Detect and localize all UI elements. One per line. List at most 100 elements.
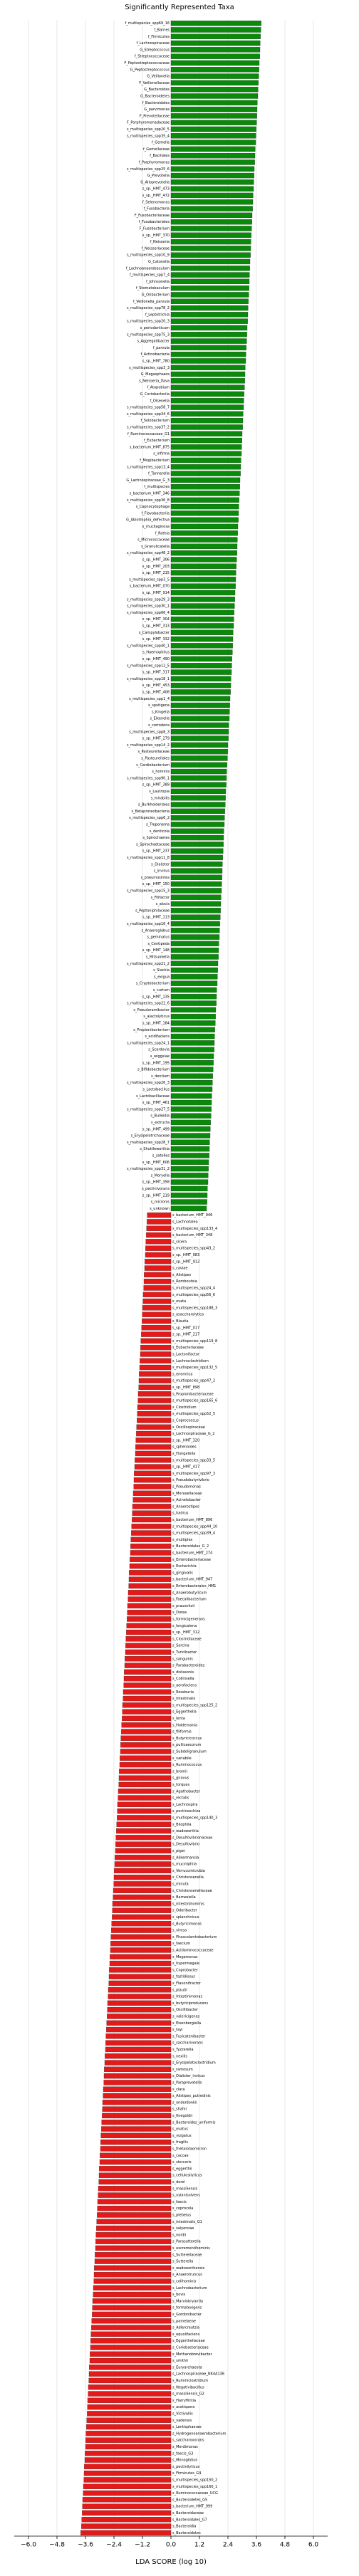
x-tick-label: 4.8 xyxy=(280,2542,291,2549)
taxon-label: s_Lactobacillaceae xyxy=(136,1094,170,1099)
taxon-label: s_nordii xyxy=(172,2233,186,2237)
bar xyxy=(112,1914,172,1920)
taxon-label: s_excrementihominis xyxy=(172,2246,210,2251)
taxon-label: s_equolifaciens xyxy=(172,2332,200,2337)
taxon-label: f_Ruminococcaceae_G1 xyxy=(128,432,170,436)
taxon-label: s_Spirochaetes xyxy=(142,836,170,840)
bar xyxy=(101,2120,172,2125)
bar xyxy=(170,577,236,582)
bar xyxy=(143,1278,172,1284)
bar xyxy=(170,1020,216,1026)
taxon-label: s_multispecies_spp21_2 xyxy=(127,962,170,966)
bar xyxy=(135,1438,172,1443)
taxon-label: s_Monoglobus xyxy=(172,2459,198,2463)
bar xyxy=(170,1153,209,1158)
taxon-label: s_Lactobacillus xyxy=(142,1087,170,1091)
bar xyxy=(145,1252,172,1258)
taxon-label: s_multispecies_spp48_2 xyxy=(127,551,170,555)
taxon-label: s_Bacteroidetes xyxy=(172,2531,201,2535)
bar xyxy=(98,2172,172,2178)
taxon-label: s_prausnitzii xyxy=(172,1604,194,1608)
taxon-label: s_Pseudomonas xyxy=(172,1485,201,1489)
taxon-label: F_Veillonellaceae xyxy=(139,81,170,85)
bar xyxy=(110,1947,172,1953)
taxon-label: s_Lachnotalea xyxy=(172,1220,198,1224)
bar xyxy=(82,2503,172,2509)
bar xyxy=(170,716,230,721)
taxon-label: s_Desulfovibrio xyxy=(172,1843,199,1847)
taxon-label: s_unknown xyxy=(150,1207,170,1211)
bar xyxy=(127,1603,172,1609)
taxon-label: s_saccharovorans xyxy=(172,2439,204,2443)
bar xyxy=(170,1119,211,1126)
taxon-label: s_Eikenella xyxy=(150,717,170,721)
bar xyxy=(95,2252,172,2258)
taxon-label: s_sp._HMT_148 xyxy=(142,948,170,953)
bar xyxy=(94,2258,172,2264)
taxon-label: s_multispecies_spp39_4 xyxy=(172,1532,215,1536)
bar xyxy=(170,802,226,807)
taxon-label: s_longicatena xyxy=(172,1624,197,1628)
bar xyxy=(119,1769,172,1774)
taxon-label: s_sp._HMT_237 xyxy=(142,849,170,854)
bar xyxy=(170,1133,211,1138)
taxon-label: s_sp._HMT_490 xyxy=(142,657,170,661)
bar xyxy=(137,1418,172,1423)
bar xyxy=(87,2397,172,2404)
taxon-label: f_Flavobacteriia xyxy=(141,511,170,515)
bar xyxy=(111,1927,172,1933)
taxon-label: s_multispecies_spp119_8 xyxy=(172,1339,217,1344)
taxon-label: s_formicigenerans xyxy=(172,1617,205,1621)
bar xyxy=(170,285,249,291)
taxon-label: s_sp._HMT_320 xyxy=(172,1438,199,1443)
taxon-label: s_gingivalis xyxy=(172,1571,193,1575)
taxon-label: s_sp._HMT_606 xyxy=(142,1161,170,1165)
taxon-label: G_Lachnospiraceae_G_3 xyxy=(126,478,170,483)
taxon-label: s_pectinoschiza xyxy=(172,1809,200,1813)
taxon-label: s_Moraxellaceae xyxy=(172,1492,202,1496)
bar xyxy=(170,378,245,384)
bar xyxy=(108,1974,172,1979)
bar xyxy=(170,623,234,629)
taxon-label: s_Sarcina xyxy=(172,1644,189,1648)
bar xyxy=(170,1205,207,1212)
taxon-label: s_faecis_G3 xyxy=(172,2451,193,2456)
taxon-label: s_sanguinis xyxy=(172,1657,193,1661)
bar xyxy=(170,974,218,980)
taxon-label: s_virosa xyxy=(172,1929,187,1933)
taxon-label: s_Pseudobutyrivibrio xyxy=(172,1478,209,1482)
taxon-label: s_Bacteroidaceae xyxy=(172,2511,204,2515)
bar xyxy=(89,2365,172,2370)
bar xyxy=(97,2212,172,2218)
taxon-label: s_Megamonas xyxy=(172,1955,198,1959)
taxon-label: s_Parabacteroides xyxy=(172,1664,205,1668)
taxon-label: F_Porphyromonadaceae xyxy=(127,121,170,125)
bar xyxy=(80,2530,172,2536)
bar xyxy=(170,881,222,887)
taxon-label: s_Tyzzerella xyxy=(172,2048,194,2052)
bar xyxy=(170,166,255,172)
bar xyxy=(170,332,247,337)
bar xyxy=(139,1364,172,1371)
taxon-label: G_parvimonas xyxy=(144,108,170,112)
taxon-label: s_multispecies_spp35_4 xyxy=(127,134,170,138)
taxon-label: s_sp._HMT_217 xyxy=(172,1333,199,1337)
x-tick-label: 3.6 xyxy=(251,2542,262,2549)
bar xyxy=(170,967,218,973)
bar xyxy=(170,345,246,351)
bar xyxy=(142,1311,172,1317)
bar xyxy=(107,2006,172,2013)
taxon-label: s_butyriciproducens xyxy=(172,2001,208,2006)
taxon-label: f_Firmicutes xyxy=(148,35,170,39)
bar xyxy=(110,1940,172,1947)
bar xyxy=(170,888,222,894)
bar xyxy=(125,1656,172,1662)
taxon-label: f_Porphyromonas xyxy=(139,160,170,164)
bar xyxy=(95,2245,172,2251)
taxon-label: s_Hydrogenoanaerobacterium xyxy=(172,2431,226,2436)
taxon-label: f_Selenomonas xyxy=(142,200,170,204)
bar xyxy=(102,2100,172,2105)
taxon-label: f_Leptotrichia xyxy=(145,313,170,317)
bar xyxy=(170,1040,215,1046)
taxon-label: s_sp._HMT_017 xyxy=(172,1326,199,1330)
